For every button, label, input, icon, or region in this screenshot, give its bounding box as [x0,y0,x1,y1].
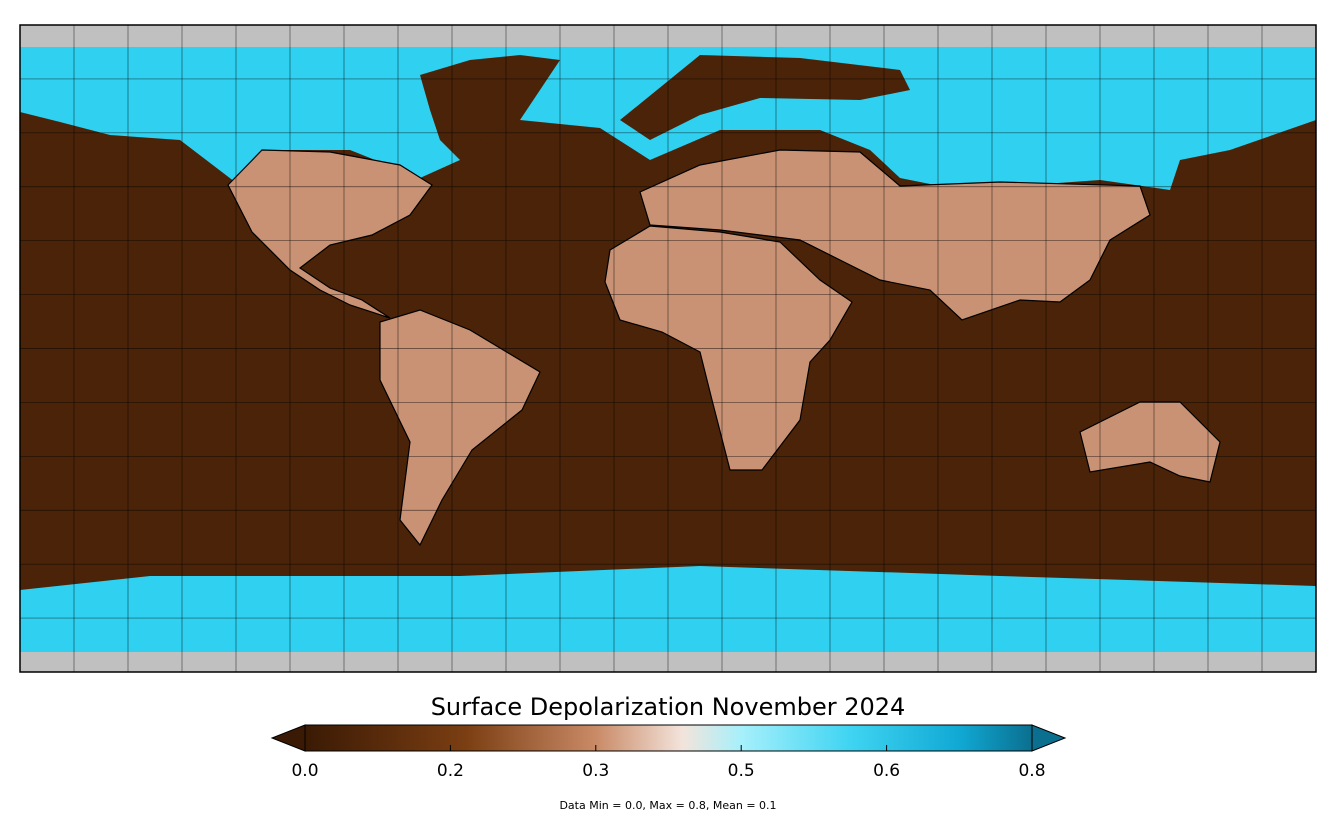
colorbar-tick-label: 0.3 [582,761,609,781]
north-america [227,149,433,319]
world-map [20,25,1316,672]
siberia-shelf [620,55,910,140]
eurasia [639,149,1151,321]
colorbar-extend-high [1031,724,1067,752]
colorbar-tick-label: 0.5 [728,761,755,781]
colorbar-title: Surface Depolarization November 2024 [431,693,906,721]
greenland [420,55,560,160]
africa [604,225,853,471]
footnote: Data Min = 0.0, Max = 0.8, Mean = 0.1 [559,799,776,812]
colorbar-extend-low [270,724,306,752]
colorbar-tick-label: 0.0 [291,761,318,781]
colorbar-tick-label: 0.6 [873,761,900,781]
colorbar-tick-label: 0.8 [1018,761,1045,781]
map-frame [19,24,1317,673]
colorbar-gradient [304,724,1033,752]
australia [1079,401,1221,483]
land [227,149,1221,547]
graticule [20,25,1316,672]
colorbar [270,724,1067,752]
colorbar-tick-label: 0.2 [437,761,464,781]
south-america [379,309,541,547]
